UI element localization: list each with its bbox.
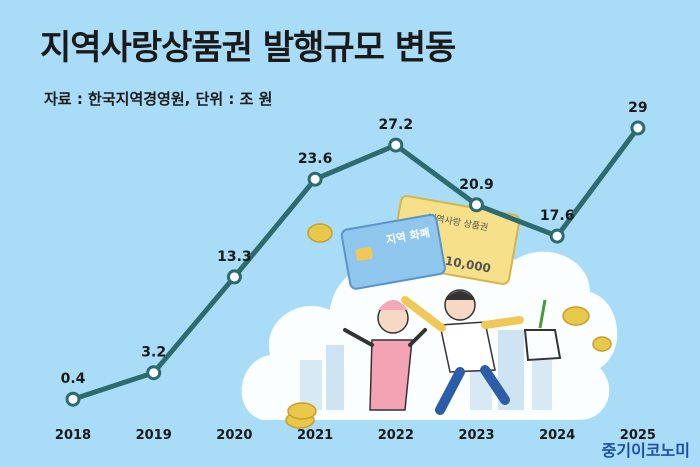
x-tick-label-2023: 2023 [458,428,494,443]
x-tick-label-2024: 2024 [539,428,575,443]
data-label-2021: 23.6 [298,151,333,167]
data-label-2019: 3.2 [141,345,166,361]
x-tick-label-2019: 2019 [136,428,172,443]
card-illustration: 지역 화폐 [340,213,446,290]
data-point-2025 [630,120,646,136]
data-point-2019 [146,365,162,381]
x-tick-label-2021: 2021 [297,428,333,443]
x-tick-label-2018: 2018 [55,428,91,443]
series-line [70,125,641,402]
people-illustration [343,289,562,415]
data-point-2021 [307,171,323,187]
x-tick-label-2020: 2020 [216,428,252,443]
data-label-2023: 20.9 [459,177,494,193]
chart-title: 지역사랑상품권 발행규모 변동 [40,28,456,68]
data-point-2020 [226,269,242,285]
data-labels: 0.4 3.2 13.3 23.6 27.2 20.9 17.6 29 [61,100,648,387]
cloud-illustration [241,238,618,420]
data-markers [65,120,646,407]
data-point-2018 [65,391,81,407]
coins-illustration [285,223,612,429]
data-label-2024: 17.6 [540,208,575,224]
data-label-2020: 13.3 [217,249,252,265]
source-note: 자료 : 한국지역경영원, 단위 : 조 원 [44,90,273,108]
data-label-2022: 27.2 [379,117,414,133]
data-label-2025: 29 [628,100,647,116]
data-point-2022 [388,137,404,153]
data-point-2024 [549,228,565,244]
x-tick-label-2022: 2022 [378,428,414,443]
data-point-2023 [469,197,484,213]
data-label-2018: 0.4 [61,371,86,387]
x-axis-labels: 2018 2019 2020 2021 2022 2023 2024 2025 [55,428,656,443]
x-tick-label-2025: 2025 [620,428,656,443]
brand-logo: 중기이코노미 [601,441,690,460]
